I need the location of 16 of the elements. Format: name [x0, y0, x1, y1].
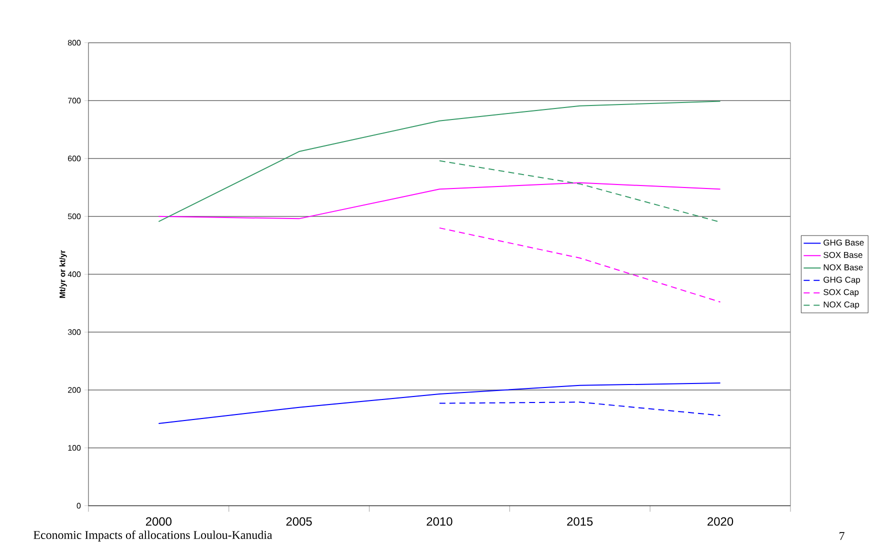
text: 7	[840, 532, 844, 540]
x-tick-label: 2005	[286, 517, 312, 526]
legend-label: SOX Base	[824, 252, 862, 258]
x-tick-label: 2000	[146, 517, 172, 526]
legend-label: NOX Base	[824, 264, 863, 270]
line-series	[158, 382, 721, 424]
line-series	[158, 182, 721, 220]
legend-label: GHG Cap	[824, 276, 860, 284]
x-tick-label: 2015	[567, 517, 593, 526]
legend-label: GHG Base	[824, 240, 864, 246]
text: Economic Impacts of allocations Loulou-Kanudia	[34, 530, 272, 542]
legend-label: NOX Cap	[824, 302, 860, 310]
line-series	[158, 100, 721, 222]
x-tick-label: 2010	[426, 517, 452, 526]
x-tick-label: 2020	[708, 517, 734, 526]
legend-label: SOX Cap	[824, 289, 859, 297]
